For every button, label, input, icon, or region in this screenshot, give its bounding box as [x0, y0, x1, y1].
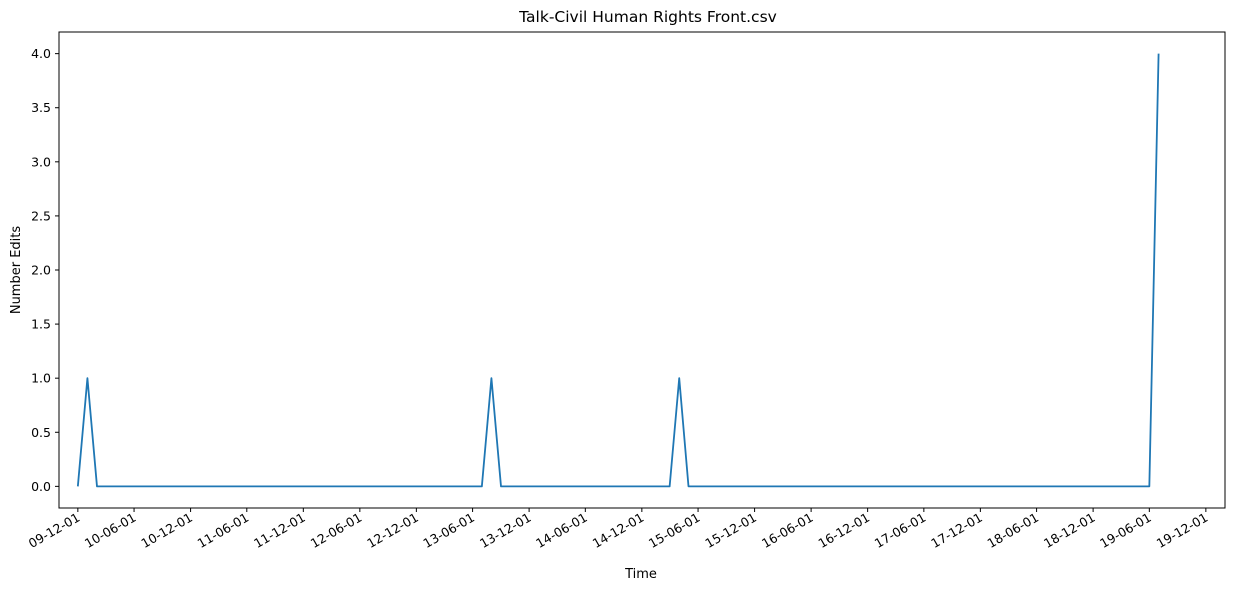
x-tick-label: 11-06-01 [195, 510, 252, 551]
x-tick-label: 12-06-01 [308, 510, 365, 551]
x-tick-label: 13-06-01 [420, 510, 477, 551]
y-tick-label: 3.5 [31, 100, 51, 115]
x-tick-label: 10-12-01 [138, 510, 195, 551]
x-tick-label: 12-12-01 [364, 510, 421, 551]
x-tick-label: 09-12-01 [26, 510, 83, 551]
y-tick-label: 1.5 [31, 317, 51, 332]
y-tick-label: 2.5 [31, 208, 51, 223]
y-tick-label: 3.0 [31, 154, 51, 169]
y-tick-label: 4.0 [31, 46, 51, 61]
x-tick-label: 15-06-01 [646, 510, 703, 551]
x-tick-label: 14-12-01 [590, 510, 647, 551]
x-tick-label: 19-06-01 [1097, 510, 1154, 551]
x-tick-label: 11-12-01 [251, 510, 308, 551]
x-tick-label: 14-06-01 [533, 510, 590, 551]
y-tick-label: 0.0 [31, 479, 51, 494]
x-axis-label: Time [624, 567, 657, 582]
x-tick-label: 18-06-01 [984, 510, 1041, 551]
x-tick-label: 16-12-01 [815, 510, 872, 551]
x-tick-label: 17-12-01 [928, 510, 985, 551]
x-tick-label: 17-06-01 [872, 510, 929, 551]
plot-frame [58, 31, 1226, 509]
chart-title: Talk-Civil Human Rights Front.csv [518, 8, 777, 26]
x-tick-label: 10-06-01 [82, 510, 139, 551]
x-tick-label: 13-12-01 [477, 510, 534, 551]
plot-area [58, 31, 1226, 509]
y-tick-label: 0.5 [31, 425, 51, 440]
x-tick-label: 15-12-01 [702, 510, 759, 551]
y-axis: 0.0 0.5 1.0 1.5 2.0 2.5 3.0 3.5 4.0 [31, 46, 59, 494]
y-axis-label: Number Edits [9, 226, 24, 315]
series-line-0 [76, 53, 1160, 488]
x-tick-label: 19-12-01 [1154, 510, 1211, 551]
x-tick-label: 16-06-01 [759, 510, 816, 551]
x-tick-label: 18-12-01 [1041, 510, 1098, 551]
x-axis: 09-12-01 10-06-01 10-12-01 11-06-01 11-12-01… [26, 508, 1211, 551]
y-tick-label: 2.0 [31, 263, 51, 278]
y-tick-label: 1.0 [31, 371, 51, 386]
